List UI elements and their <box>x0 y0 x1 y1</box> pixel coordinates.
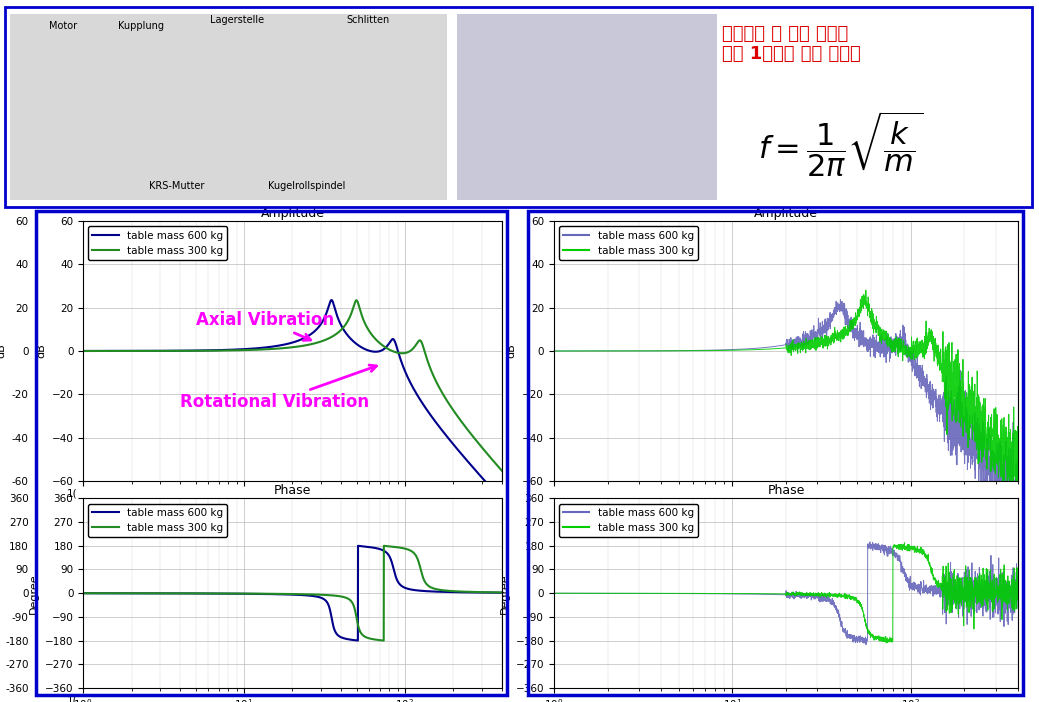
Legend: table mass 600 kg, table mass 300 kg: table mass 600 kg, table mass 300 kg <box>559 503 698 537</box>
Text: Kupplung: Kupplung <box>118 21 164 31</box>
Text: Motor: Motor <box>49 21 77 31</box>
Y-axis label: dB: dB <box>36 343 46 359</box>
Title: Phase: Phase <box>768 484 804 497</box>
Legend: table mass 600 kg, table mass 300 kg: table mass 600 kg, table mass 300 kg <box>559 226 698 260</box>
Title: Amplitude: Amplitude <box>754 207 818 220</box>
Legend: table mass 600 kg, table mass 300 kg: table mass 600 kg, table mass 300 kg <box>88 503 228 537</box>
Text: 이송계의 축 방향 진동에
대한 1자유도 동적 모델링: 이송계의 축 방향 진동에 대한 1자유도 동적 모델링 <box>722 25 861 63</box>
Text: 1(: 1( <box>66 489 77 498</box>
Title: Amplitude: Amplitude <box>261 207 324 220</box>
Y-axis label: dB: dB <box>507 343 516 359</box>
Title: Phase: Phase <box>274 484 311 497</box>
Text: Rotational Vibration: Rotational Vibration <box>180 365 376 411</box>
Text: Axial Vibration: Axial Vibration <box>195 311 334 340</box>
Text: 1(: 1( <box>66 695 77 702</box>
Y-axis label: dB: dB <box>0 343 6 359</box>
Text: Lagerstelle: Lagerstelle <box>210 15 264 25</box>
Y-axis label: Degree: Degree <box>500 573 510 614</box>
Text: Schlitten: Schlitten <box>347 15 390 25</box>
Text: $f = \dfrac{1}{2\pi}\sqrt{\dfrac{k}{m}}$: $f = \dfrac{1}{2\pi}\sqrt{\dfrac{k}{m}}$ <box>758 109 924 178</box>
Y-axis label: Degree: Degree <box>29 573 39 614</box>
Legend: table mass 600 kg, table mass 300 kg: table mass 600 kg, table mass 300 kg <box>88 226 228 260</box>
Text: Kugelrollspindel: Kugelrollspindel <box>268 181 346 191</box>
Text: KRS-Mutter: KRS-Mutter <box>149 181 204 191</box>
